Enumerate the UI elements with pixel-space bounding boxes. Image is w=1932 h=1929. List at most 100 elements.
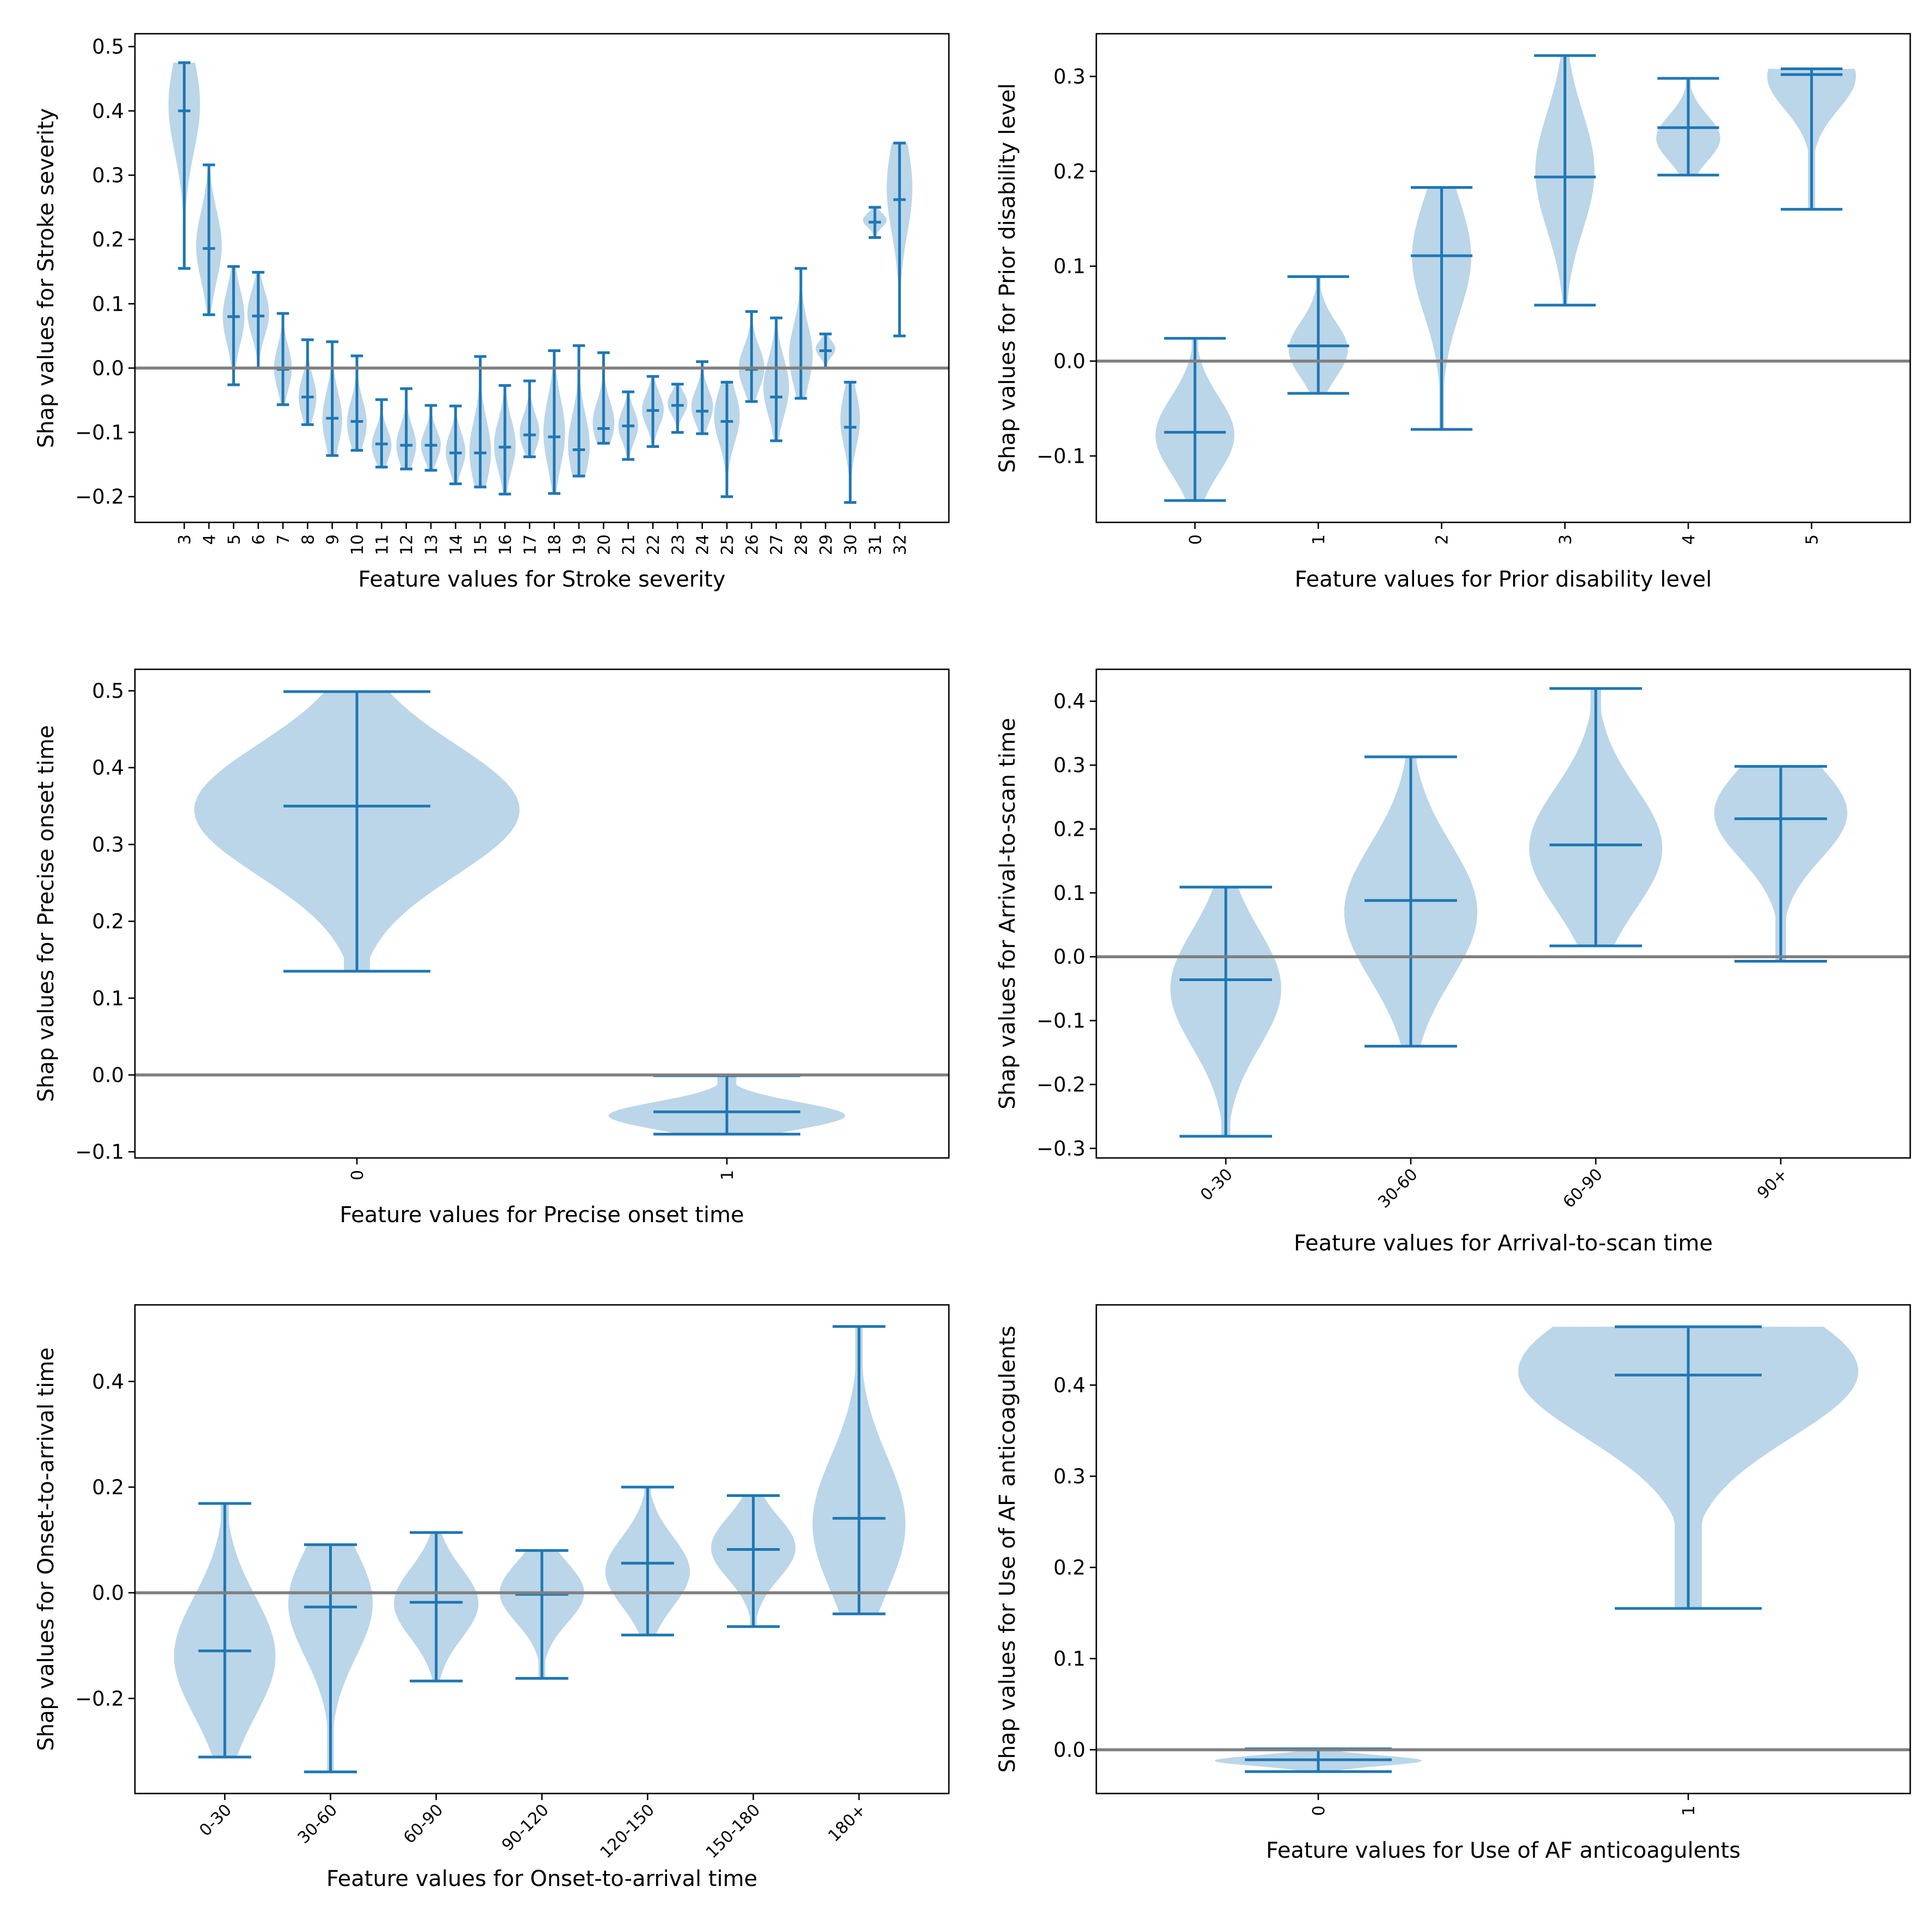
violin-1 <box>1518 1325 1859 1610</box>
y-tick-label: 0.3 <box>92 164 124 187</box>
y-tick-label: 0.4 <box>92 756 124 780</box>
violin-31 <box>863 206 887 239</box>
x-axis-label: Feature values for Arrival-to-scan time <box>1294 1231 1713 1256</box>
x-axis-label: Feature values for Stroke severity <box>358 567 725 592</box>
y-tick-label: 0.1 <box>92 987 124 1010</box>
violin-14 <box>446 404 466 485</box>
x-tick-label: 8 <box>299 534 318 545</box>
x-tick-label: 180+ <box>824 1801 869 1846</box>
y-tick-label: 0.3 <box>92 833 124 856</box>
y-axis-label: Shap values for Stroke severity <box>34 108 59 448</box>
subplot-2: −0.1 0.0 0.1 0.2 0.3 0 1 2 3 4 5 Feature values for… <box>995 33 1911 592</box>
x-tick-label: 15 <box>472 534 491 555</box>
violin-180+ <box>812 1325 906 1616</box>
x-tick-label: 11 <box>373 534 392 555</box>
x-tick-label: 5 <box>1803 534 1822 545</box>
violin-7 <box>274 312 292 406</box>
violin-5 <box>1767 67 1856 211</box>
violin-23 <box>668 383 688 434</box>
y-tick-label: 0.5 <box>92 35 124 59</box>
y-tick-label: 0.4 <box>92 1370 124 1394</box>
y-tick-label: 0.4 <box>1053 690 1085 713</box>
x-tick-label: 0-30 <box>196 1801 236 1840</box>
y-tick-label: 0.4 <box>92 100 124 123</box>
y-tick-label: 0.2 <box>92 910 124 933</box>
violin-22 <box>642 375 664 448</box>
y-tick-label: −0.3 <box>1036 1137 1085 1160</box>
x-tick-label: 20 <box>595 534 614 555</box>
violin-0-30 <box>1170 885 1281 1138</box>
axes-frame <box>1095 33 1911 523</box>
x-axis-label: Feature values for Onset-to-arrival time <box>326 1866 757 1891</box>
violin-30-60 <box>1344 755 1478 1048</box>
x-tick-label: 120-150 <box>597 1801 658 1862</box>
violin-90+ <box>1714 765 1848 963</box>
y-axis-label: Shap values for Onset-to-arrival time <box>34 1347 59 1751</box>
x-tick-label: 3 <box>176 534 195 545</box>
x-tick-label: 2 <box>1433 534 1452 545</box>
x-tick-label: 0 <box>348 1170 367 1180</box>
axes-frame <box>134 668 950 1159</box>
y-tick-label: 0.0 <box>92 356 124 380</box>
violin-120-150 <box>605 1486 690 1637</box>
axes-frame <box>1095 1304 1911 1795</box>
violin-30 <box>840 380 860 504</box>
x-tick-label: 6 <box>250 534 269 545</box>
violin-3 <box>1534 54 1596 307</box>
x-tick-label: 12 <box>398 534 417 555</box>
y-tick-label: −0.1 <box>75 421 124 445</box>
violin-24 <box>691 360 713 435</box>
y-tick-label: −0.2 <box>75 485 124 509</box>
x-tick-label: 90+ <box>1754 1165 1792 1203</box>
violin-4 <box>1656 77 1720 177</box>
x-tick-label: 60-90 <box>400 1801 447 1847</box>
violin-30-60 <box>288 1543 373 1773</box>
x-tick-label: 7 <box>274 534 293 545</box>
violin-1 <box>1287 275 1349 395</box>
y-tick-label: −0.1 <box>1036 445 1085 468</box>
subplot-1: −0.2−0.10.00.10.20.30.40.53 4 5 6 7 8 9 10 11 12 1… <box>34 33 950 592</box>
y-tick-label: 0.3 <box>1053 754 1085 777</box>
subplot-3: −0.1 0.0 0.1 0.2 0.3 0.4 0.5 0 1 Feature values f… <box>34 668 950 1228</box>
x-axis-label: Feature values for Prior disability leve… <box>1295 567 1712 592</box>
y-tick-label: 0.2 <box>92 228 124 251</box>
x-tick-label: 28 <box>792 534 811 555</box>
x-tick-label: 25 <box>718 534 737 555</box>
x-tick-label: 0 <box>1186 534 1205 545</box>
x-axis-label: Feature values for Precise onset time <box>340 1203 744 1228</box>
x-tick-label: 13 <box>422 534 441 555</box>
violin-13 <box>421 404 441 472</box>
violin-28 <box>789 267 813 400</box>
x-tick-label: 5 <box>225 534 244 545</box>
violin-32 <box>886 141 912 337</box>
x-tick-label: 16 <box>496 534 515 555</box>
x-tick-label: 18 <box>546 534 565 555</box>
y-tick-label: 0.3 <box>1053 65 1085 88</box>
violin-4 <box>196 163 222 316</box>
x-tick-label: 1 <box>1310 534 1329 545</box>
violin-60-90 <box>1529 687 1663 947</box>
x-tick-label: 29 <box>817 534 836 555</box>
y-tick-label: −0.1 <box>1036 1009 1085 1033</box>
violin-0-30 <box>174 1502 276 1759</box>
violin-60-90 <box>394 1531 479 1683</box>
y-tick-label: 0.0 <box>1053 945 1085 969</box>
subplot-5: −0.2 0.0 0.2 0.4 0-30 30-60 60-90 90-120 120-150… <box>34 1304 950 1891</box>
violin-11 <box>372 398 392 469</box>
x-tick-label: 1 <box>718 1170 737 1180</box>
y-tick-label: 0.1 <box>92 292 124 316</box>
x-tick-label: 22 <box>644 534 663 555</box>
violin-10 <box>347 354 367 452</box>
subplot-6: 0.0 0.1 0.2 0.3 0.4 0 1 Feature values for Use … <box>995 1304 1911 1863</box>
violin-3 <box>168 61 200 270</box>
x-tick-label: 4 <box>200 534 219 545</box>
y-tick-label: 0.3 <box>1053 1465 1085 1488</box>
violin-9 <box>322 340 342 457</box>
violin-90-120 <box>499 1549 584 1680</box>
y-tick-label: 0.0 <box>92 1064 124 1087</box>
x-tick-label: 60-90 <box>1559 1165 1606 1212</box>
y-tick-label: 0.2 <box>92 1476 124 1499</box>
y-tick-label: 0.0 <box>1053 350 1085 373</box>
x-tick-label: 24 <box>694 534 713 555</box>
x-tick-label: 150-180 <box>702 1801 764 1862</box>
